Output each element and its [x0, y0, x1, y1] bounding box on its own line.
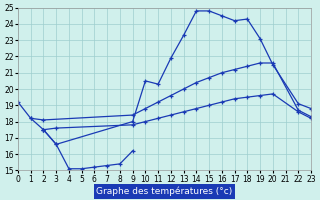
- X-axis label: Graphe des températures (°c): Graphe des températures (°c): [96, 186, 233, 196]
